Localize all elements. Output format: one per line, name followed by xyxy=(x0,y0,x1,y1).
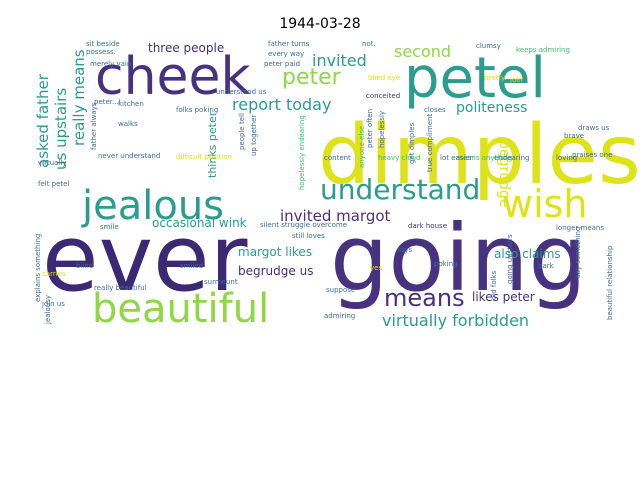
cloud-word: beautiful relationship xyxy=(606,245,614,320)
cloud-word: going xyxy=(330,205,587,312)
cloud-word: report today xyxy=(232,95,331,114)
cloud-word: sit beside xyxy=(86,40,120,48)
cloud-word: virtually forbidden xyxy=(382,311,529,330)
cloud-word: felt petel xyxy=(38,180,69,188)
cloud-word: begrudge us xyxy=(238,264,313,278)
cloud-word: hopelessly xyxy=(378,111,386,148)
cloud-word: politeness xyxy=(456,100,527,116)
cloud-word: understand us xyxy=(216,88,267,96)
cloud-word: old folks xyxy=(490,270,498,300)
cloud-word: smiled xyxy=(180,262,203,270)
cloud-word: possess. xyxy=(86,48,116,56)
cloud-word: hopelessly endearing xyxy=(298,115,306,190)
cloud-word: people tell xyxy=(238,113,246,150)
cloud-word: clumsy xyxy=(476,42,501,50)
cloud-word: ever xyxy=(42,205,248,312)
cloud-word: heavy cloud xyxy=(378,154,421,162)
cloud-word: praises one xyxy=(572,151,612,159)
cloud-word: understand xyxy=(320,173,480,206)
cloud-word: occasional wink xyxy=(152,216,247,230)
cloud-word: admiring xyxy=(324,312,355,320)
cloud-word: also claims xyxy=(494,247,561,261)
cloud-word: means anything xyxy=(456,154,513,162)
cloud-word: surmount xyxy=(204,278,238,286)
cloud-word: jealous xyxy=(81,183,224,229)
cloud-word: blind xyxy=(76,262,93,270)
cloud-word: invited xyxy=(312,51,367,70)
cloud-word: jealousy xyxy=(44,295,52,325)
cloud-word: invited margot xyxy=(280,207,391,225)
cloud-word: peter often xyxy=(366,109,374,148)
cloud-word: true compliment xyxy=(426,114,434,172)
cloud-word: endearing xyxy=(494,154,530,162)
cloud-word: really beautiful xyxy=(94,284,147,292)
cloud-word: carries xyxy=(42,270,66,278)
cloud-word: wish xyxy=(502,182,588,226)
cloud-word: not. xyxy=(362,40,376,48)
cloud-word: silent struggle overcome xyxy=(260,221,347,229)
cloud-word: closes xyxy=(424,106,446,114)
cloud-word: explains something xyxy=(34,234,42,302)
cloud-word: keeps admiring xyxy=(516,46,570,54)
cloud-word: us upstairs xyxy=(52,88,70,170)
cloud-word: smile xyxy=(100,223,119,231)
cloud-word: up together xyxy=(250,115,258,156)
cloud-word: never understand xyxy=(98,152,160,160)
cloud-word: virtually xyxy=(38,159,66,167)
cloud-word: father always xyxy=(90,102,98,150)
cloud-word: longer means xyxy=(556,224,604,232)
cloud-word: dark house xyxy=(408,222,447,230)
cloud-word: suppose xyxy=(326,286,355,294)
cloud-word: peter paid xyxy=(264,60,300,68)
cloud-word: conceited xyxy=(366,92,400,100)
cloud-word: yes xyxy=(370,264,382,272)
cloud-word: join us xyxy=(41,300,65,308)
cloud-word: blind eye xyxy=(368,74,400,82)
cloud-word: still loves xyxy=(292,232,325,240)
cloud-word: say something xyxy=(574,227,582,278)
cloud-word: means xyxy=(384,284,465,312)
cloud-word: difficult position xyxy=(176,153,232,161)
cloud-word: beautiful xyxy=(92,286,269,332)
cloud-word: likes peter xyxy=(472,290,535,304)
cloud-word: bark xyxy=(538,262,555,270)
cloud-word: merely vain xyxy=(90,60,131,68)
cloud-word: margot likes xyxy=(238,245,312,259)
cloud-word: anyone else xyxy=(358,126,366,168)
cloud-word: poking xyxy=(434,260,458,268)
cloud-word: every way xyxy=(268,50,304,58)
cloud-word: content xyxy=(324,154,351,162)
cloud-word: draws us xyxy=(578,124,610,132)
cloud-word: second xyxy=(394,42,451,61)
cloud-word: father turns xyxy=(268,40,310,48)
cloud-word: cheek xyxy=(95,47,251,107)
cloud-word: loving xyxy=(556,154,577,162)
cloud-word: get dimples xyxy=(408,122,416,164)
cloud-word: asked father xyxy=(34,73,52,168)
cloud-word: peter...I xyxy=(94,98,121,106)
cloud-word: petel xyxy=(404,46,546,111)
cloud-word: kitchen xyxy=(118,100,144,108)
page-title: 1944-03-28 xyxy=(279,16,361,32)
cloud-word: really means xyxy=(70,49,88,146)
cloud-word: dimples xyxy=(318,108,640,203)
cloud-word: lot easier xyxy=(440,154,473,162)
cloud-word: pretty. xyxy=(484,74,506,82)
cloud-word: folks poking xyxy=(176,106,218,114)
cloud-word: three people xyxy=(148,41,224,55)
cloud-word: join xyxy=(509,76,523,84)
cloud-word: lays xyxy=(398,246,412,254)
cloud-word: walks xyxy=(118,120,138,128)
cloud-word: thinks peter xyxy=(206,111,219,178)
cloud-word: brave xyxy=(564,132,584,140)
cloud-word: peter xyxy=(282,65,342,90)
cloud-word: going upstairs xyxy=(506,234,514,284)
cloud-word: begrudge xyxy=(496,140,512,207)
